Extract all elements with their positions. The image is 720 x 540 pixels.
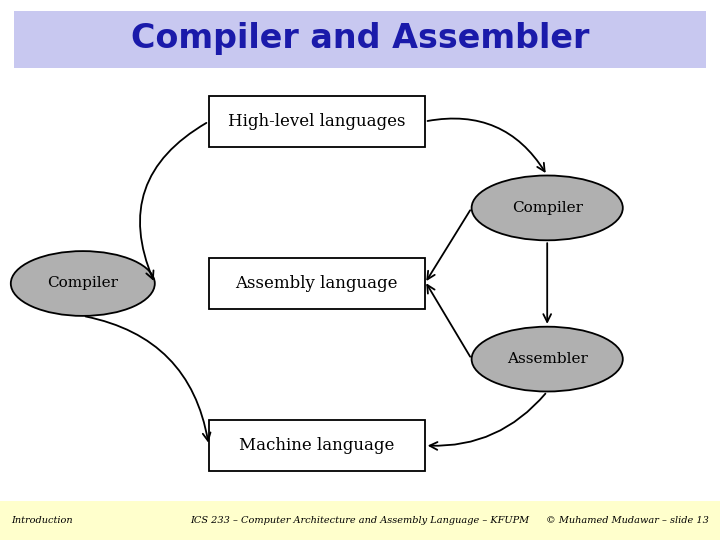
Text: ICS 233 – Computer Architecture and Assembly Language – KFUPM: ICS 233 – Computer Architecture and Asse… <box>190 516 530 525</box>
Text: Introduction: Introduction <box>11 516 73 525</box>
FancyBboxPatch shape <box>209 420 425 471</box>
Text: Assembler: Assembler <box>507 352 588 366</box>
Text: Assembly language: Assembly language <box>235 275 398 292</box>
Text: © Muhamed Mudawar – slide 13: © Muhamed Mudawar – slide 13 <box>546 516 709 525</box>
Text: Compiler: Compiler <box>512 201 582 215</box>
FancyBboxPatch shape <box>14 11 706 68</box>
Text: Compiler: Compiler <box>48 276 118 291</box>
FancyBboxPatch shape <box>0 501 720 540</box>
Text: Compiler and Assembler: Compiler and Assembler <box>131 22 589 56</box>
Text: Machine language: Machine language <box>239 437 395 454</box>
Text: High-level languages: High-level languages <box>228 113 405 130</box>
FancyBboxPatch shape <box>209 258 425 309</box>
Ellipse shape <box>472 176 623 240</box>
Ellipse shape <box>472 327 623 392</box>
FancyBboxPatch shape <box>209 96 425 147</box>
Ellipse shape <box>11 251 155 316</box>
